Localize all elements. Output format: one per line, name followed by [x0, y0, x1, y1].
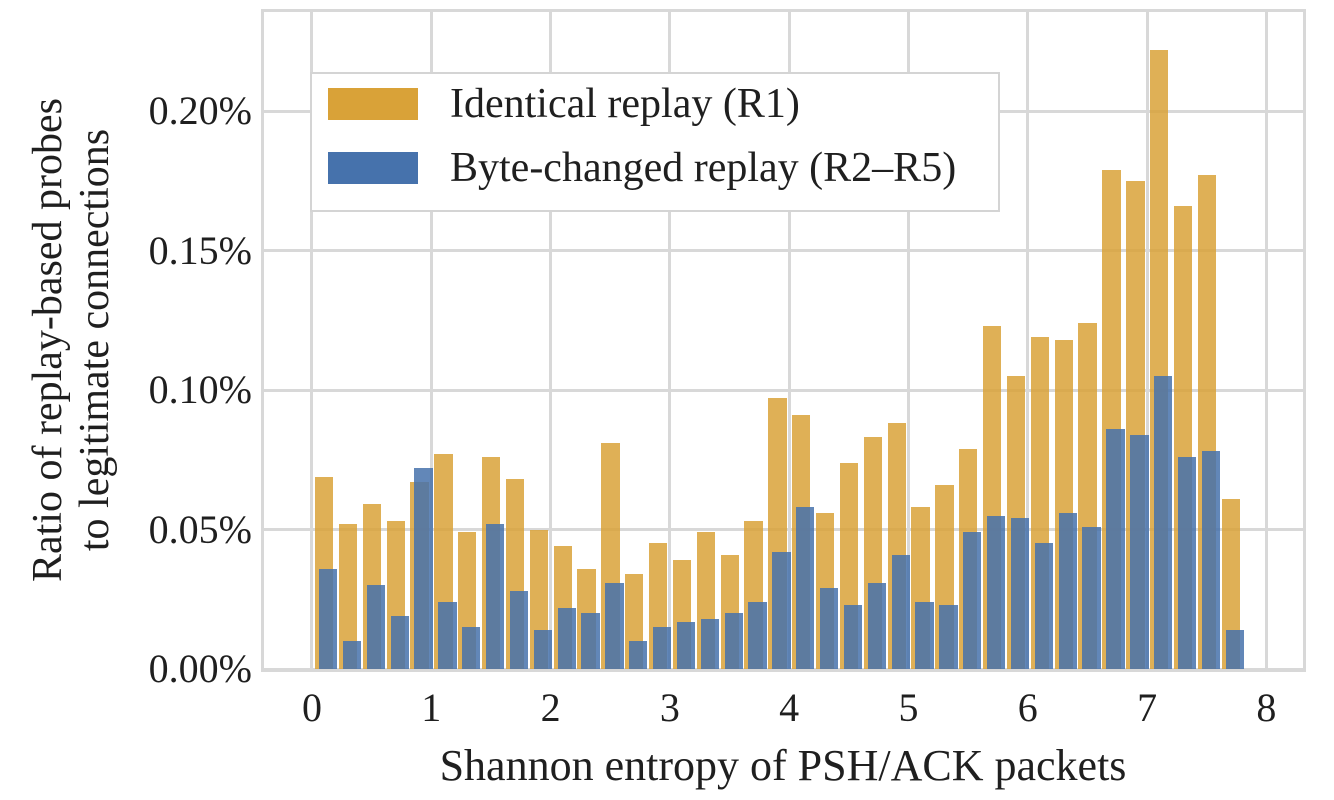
bar-identical-replay-bin-38: [1221, 498, 1240, 669]
bar-byte-changed-replay-bin-10: [557, 607, 576, 669]
bar-byte-changed-replay-bin-29: [1010, 518, 1030, 669]
x-tick-label-5: 5: [898, 685, 919, 730]
gridline-x-4: [787, 12, 791, 669]
bar-byte-changed-replay-bin-1: [342, 641, 362, 669]
gridline-x-7: [1145, 12, 1149, 669]
bar-byte-changed-replay-bin-36: [1177, 456, 1197, 669]
x-tick-label-7: 7: [1137, 685, 1158, 730]
bar-byte-changed-replay-bin-5: [438, 602, 457, 669]
bar-byte-changed-replay-bin-13: [629, 641, 648, 669]
bar-byte-changed-replay-bin-34: [1130, 434, 1149, 669]
legend: Identical replay (R1) Byte-changed repla…: [310, 72, 1000, 212]
x-tick-label-2: 2: [540, 685, 561, 730]
bar-byte-changed-replay-bin-22: [843, 604, 863, 669]
bar-byte-changed-replay-bin-20: [796, 507, 815, 669]
bar-byte-changed-replay-bin-3: [390, 615, 409, 669]
bar-byte-changed-replay-bin-16: [700, 618, 720, 669]
bar-byte-changed-replay-bin-24: [891, 554, 910, 669]
x-axis-label: Shannon entropy of PSH/ACK packets: [439, 741, 1127, 790]
bar-byte-changed-replay-bin-19: [772, 551, 791, 669]
y-tick-label-0.15%: 0.15%: [148, 227, 252, 273]
bar-byte-changed-replay-bin-32: [1082, 526, 1101, 669]
x-tick-label-8: 8: [1256, 685, 1277, 730]
gridline-y-0.10%: [264, 388, 1303, 392]
bar-byte-changed-replay-bin-27: [963, 532, 982, 669]
gridline-x-2: [549, 12, 553, 669]
bar-byte-changed-replay-bin-12: [605, 582, 624, 669]
gridline-x-0: [310, 12, 314, 669]
y-axis-label-line-1: Ratio of replay-based probes: [25, 98, 71, 583]
bar-byte-changed-replay-bin-25: [915, 602, 934, 669]
x-tick-label-6: 6: [1017, 685, 1038, 730]
bar-byte-changed-replay-bin-21: [820, 588, 839, 669]
x-tick-label-4: 4: [779, 685, 800, 730]
gridline-x-6: [1026, 12, 1030, 669]
y-tick-label-0.10%: 0.10%: [148, 367, 252, 413]
x-tick-label-1: 1: [421, 685, 442, 730]
bar-byte-changed-replay-bin-37: [1201, 451, 1221, 669]
legend-swatch-byte-changed-replay: [328, 152, 418, 184]
bar-byte-changed-replay-bin-31: [1058, 512, 1077, 669]
bar-byte-changed-replay-bin-30: [1034, 543, 1054, 669]
bar-byte-changed-replay-bin-8: [509, 590, 529, 669]
bar-byte-changed-replay-bin-28: [987, 515, 1006, 669]
gridline-x-5: [906, 12, 910, 669]
bar-byte-changed-replay-bin-0: [318, 568, 338, 669]
bar-byte-changed-replay-bin-7: [485, 523, 505, 669]
y-tick-label-0.05%: 0.05%: [148, 506, 252, 552]
bar-byte-changed-replay-bin-17: [724, 613, 743, 669]
bar-byte-changed-replay-bin-2: [366, 585, 385, 669]
bar-byte-changed-replay-bin-4: [414, 468, 433, 669]
gridline-y-0.00%: [264, 667, 1303, 671]
bar-byte-changed-replay-bin-14: [653, 627, 672, 669]
bar-identical-replay-bin-1: [338, 523, 358, 669]
bar-byte-changed-replay-bin-9: [533, 629, 552, 669]
bar-byte-changed-replay-bin-15: [676, 621, 696, 669]
bar-byte-changed-replay-bin-35: [1154, 376, 1173, 669]
y-tick-label-0.00%: 0.00%: [148, 646, 252, 691]
bar-byte-changed-replay-bin-26: [939, 604, 958, 669]
bar-byte-changed-replay-bin-18: [748, 602, 767, 669]
x-tick-label-3: 3: [659, 685, 680, 730]
bar-byte-changed-replay-bin-6: [462, 627, 481, 669]
bar-byte-changed-replay-bin-38: [1225, 629, 1244, 669]
legend-label-identical-replay: Identical replay (R1): [450, 81, 800, 127]
gridline-x-8: [1264, 12, 1268, 669]
x-tick-label-0: 0: [301, 685, 322, 730]
plot-area: Identical replay (R1) Byte-changed repla…: [261, 9, 1306, 672]
bar-byte-changed-replay-bin-11: [581, 613, 600, 669]
legend-swatch-identical-replay: [328, 88, 418, 120]
bar-byte-changed-replay-bin-23: [867, 582, 887, 669]
gridline-x-1: [429, 12, 433, 669]
legend-label-byte-changed-replay: Byte-changed replay (R2–R5): [450, 145, 957, 191]
bar-byte-changed-replay-bin-33: [1106, 429, 1125, 669]
gridline-x-3: [668, 12, 672, 669]
y-tick-label-0.20%: 0.20%: [148, 88, 252, 134]
gridline-y-0.15%: [264, 249, 1303, 253]
